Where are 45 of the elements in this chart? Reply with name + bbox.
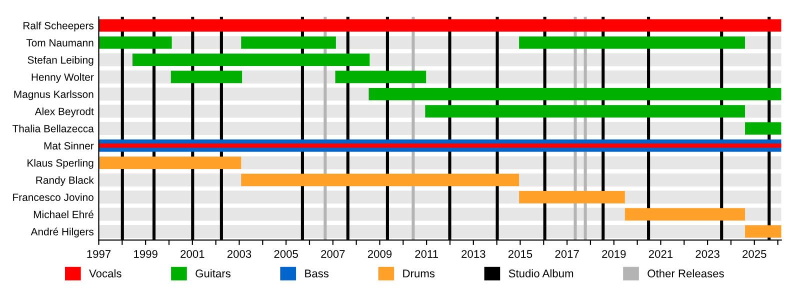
bar [241, 36, 336, 49]
bar [624, 208, 746, 220]
y-tick-label: Randy Black [36, 176, 94, 186]
x-tick-label: 2023 [696, 250, 720, 258]
x-tick-label: 2021 [648, 250, 673, 258]
x-tick-label: 2011 [415, 250, 438, 258]
bar [98, 143, 782, 148]
bar [98, 36, 172, 49]
y-tick-label: André Hilgers [30, 228, 94, 238]
y-tick-label: Ralf Scheepers [24, 22, 94, 32]
y-tick-label: Stefan Leibing [28, 56, 94, 66]
x-tick-label: 2017 [555, 250, 579, 258]
bar [170, 70, 242, 84]
y-tick-label: Francesco Jovino [13, 193, 94, 202]
x-tick-label: 1997 [87, 250, 111, 258]
x-tick-label: 1999 [134, 250, 158, 258]
legend-label: Bass [305, 270, 329, 278]
bar [98, 156, 242, 169]
x-tick-label: 2013 [462, 250, 486, 258]
x-tick-label: 2015 [508, 250, 532, 258]
y-tick-label: Tom Naumann [26, 39, 94, 46]
bar [519, 36, 746, 49]
legend-label: Studio Album [508, 269, 574, 278]
y-tick-label: Mat Sinner [44, 142, 94, 150]
bar [745, 122, 782, 135]
legend-label: Vocals [89, 269, 122, 278]
y-tick-label: Thalia Bellazecca [12, 124, 94, 132]
x-tick-label: 2001 [180, 250, 204, 258]
bar [335, 70, 426, 84]
y-tick-label: Henny Wolter [32, 73, 94, 83]
bar [745, 225, 782, 238]
x-tick-label: 2025 [742, 250, 766, 258]
x-tick-label: 2007 [321, 250, 345, 258]
y-tick-label: Klaus Sperling [28, 159, 94, 169]
legend-label: Guitars [196, 269, 230, 278]
x-tick-label: 2003 [227, 250, 252, 258]
y-tick-label: Michael Ehré [34, 210, 94, 218]
x-tick-label: 2005 [274, 250, 298, 258]
bar [519, 190, 625, 204]
y-tick-label: Alex Beyrodt [34, 108, 94, 118]
legend-label: Other Releases [648, 269, 724, 278]
x-tick-label: 2019 [602, 250, 626, 258]
y-tick-label: Magnus Karlsson [14, 90, 94, 100]
x-tick-label: 2009 [368, 250, 392, 258]
legend-label: Drums [403, 270, 435, 278]
